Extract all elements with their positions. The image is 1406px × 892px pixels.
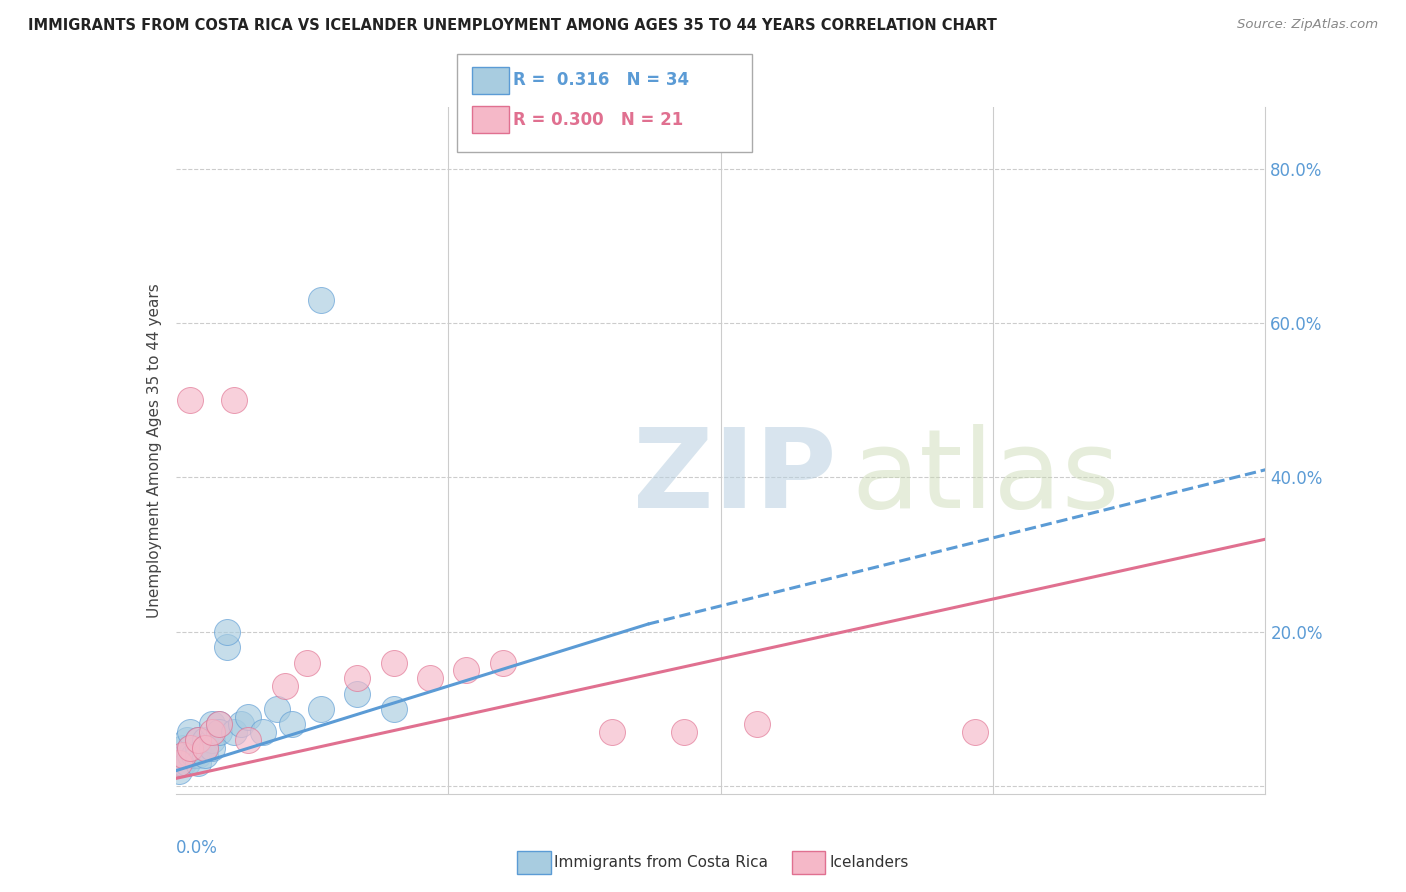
Text: R =  0.316   N = 34: R = 0.316 N = 34 xyxy=(513,71,689,89)
Point xyxy=(179,725,201,739)
Point xyxy=(673,725,696,739)
Point xyxy=(201,717,224,731)
Point xyxy=(186,732,209,747)
Point xyxy=(281,717,304,731)
Point xyxy=(238,732,260,747)
Point xyxy=(419,671,441,685)
Point xyxy=(208,717,231,731)
Point xyxy=(194,732,217,747)
Point xyxy=(266,702,288,716)
Point xyxy=(382,702,405,716)
Point xyxy=(186,740,209,755)
Point xyxy=(194,740,217,755)
Point xyxy=(600,725,623,739)
Point xyxy=(215,640,238,655)
Text: Immigrants from Costa Rica: Immigrants from Costa Rica xyxy=(554,855,768,870)
Point xyxy=(252,725,274,739)
Text: Source: ZipAtlas.com: Source: ZipAtlas.com xyxy=(1237,18,1378,31)
Point xyxy=(274,679,297,693)
Point xyxy=(382,656,405,670)
Point xyxy=(309,293,332,307)
Text: IMMIGRANTS FROM COSTA RICA VS ICELANDER UNEMPLOYMENT AMONG AGES 35 TO 44 YEARS C: IMMIGRANTS FROM COSTA RICA VS ICELANDER … xyxy=(28,18,997,33)
Point xyxy=(456,664,478,678)
Point xyxy=(176,756,198,770)
Text: 0.0%: 0.0% xyxy=(176,838,218,856)
Point xyxy=(346,671,368,685)
Point xyxy=(346,687,368,701)
Point xyxy=(179,740,201,755)
Point xyxy=(215,624,238,639)
Point xyxy=(179,740,201,755)
Text: Icelanders: Icelanders xyxy=(830,855,908,870)
Point xyxy=(201,740,224,755)
Point xyxy=(201,725,224,739)
Point xyxy=(169,756,191,770)
Point xyxy=(179,393,201,408)
Point xyxy=(238,709,260,723)
Point xyxy=(295,656,318,670)
Y-axis label: Unemployment Among Ages 35 to 44 years: Unemployment Among Ages 35 to 44 years xyxy=(146,283,162,618)
Point xyxy=(169,764,191,778)
Point xyxy=(172,748,194,763)
Text: ZIP: ZIP xyxy=(633,425,837,532)
Point xyxy=(963,725,986,739)
Point xyxy=(194,740,217,755)
Point xyxy=(194,748,217,763)
Point xyxy=(208,725,231,739)
Point xyxy=(745,717,768,731)
Text: R = 0.300   N = 21: R = 0.300 N = 21 xyxy=(513,111,683,128)
Point xyxy=(222,725,245,739)
Point xyxy=(176,732,198,747)
Point xyxy=(208,717,231,731)
Point xyxy=(309,702,332,716)
Point xyxy=(186,732,209,747)
Point xyxy=(183,748,205,763)
Point xyxy=(492,656,515,670)
Point xyxy=(201,732,224,747)
Text: atlas: atlas xyxy=(852,425,1119,532)
Point xyxy=(186,748,209,763)
Point xyxy=(172,756,194,770)
Point xyxy=(231,717,253,731)
Point xyxy=(179,748,201,763)
Point xyxy=(186,756,209,770)
Point xyxy=(172,748,194,763)
Point xyxy=(172,740,194,755)
Point xyxy=(222,393,245,408)
